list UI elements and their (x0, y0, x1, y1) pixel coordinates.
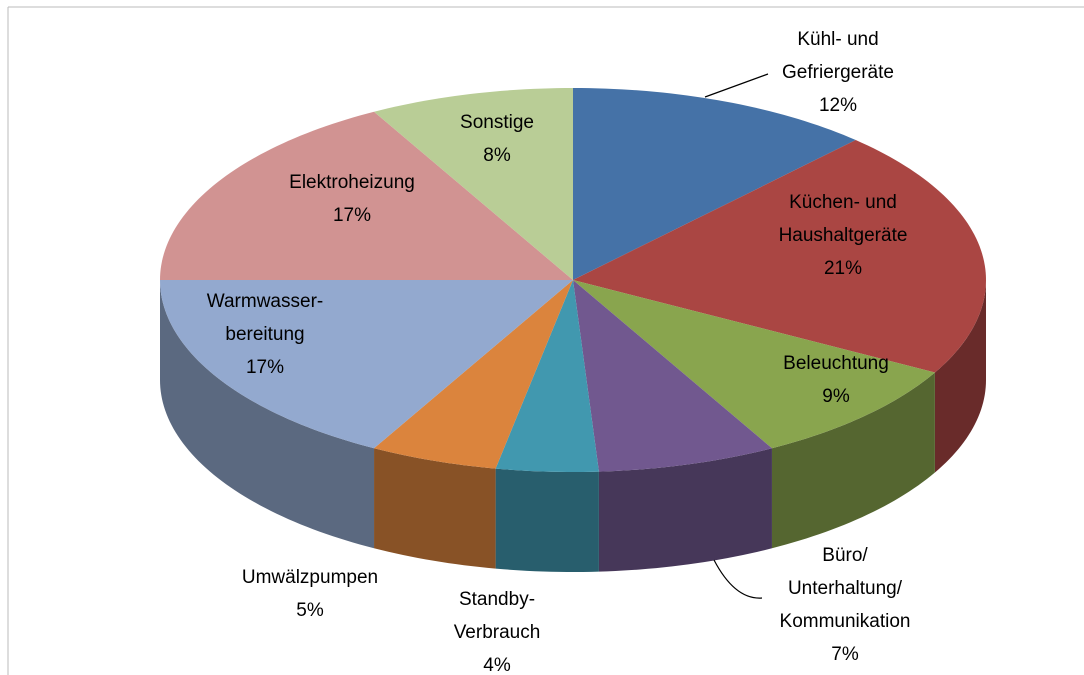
slice-side (771, 372, 935, 549)
value-label: 4% (483, 655, 511, 675)
slice (160, 111, 573, 280)
slice-side (495, 468, 599, 572)
slice (160, 280, 573, 449)
slice (573, 88, 856, 280)
category-label: Kühl- und Gefriergeräte (782, 29, 894, 83)
value-label: 17% (333, 205, 371, 226)
value-label: 17% (246, 357, 284, 378)
value-label: 9% (822, 386, 850, 407)
slice (374, 88, 573, 280)
leader-line (713, 559, 763, 599)
value-label: 21% (824, 258, 862, 279)
category-label: Warmwasser-bereitung (207, 291, 323, 345)
slice (573, 140, 986, 373)
category-label: Umwälzpumpen (242, 567, 378, 588)
slice-side (160, 280, 375, 549)
value-label: 7% (831, 644, 859, 665)
slice (573, 280, 772, 472)
slice (495, 280, 599, 472)
category-label: Küchen- und Haushaltgeräte (779, 192, 908, 246)
category-label: Standby-Verbrauch (454, 589, 541, 643)
slice-side (934, 280, 986, 473)
category-label: Büro/Unterhaltung/Kommunikation (780, 545, 911, 632)
value-label: 8% (483, 145, 511, 166)
slice-side (598, 448, 772, 572)
category-label: Beleuchtung (783, 353, 889, 374)
category-label: Sonstige (460, 112, 534, 133)
category-label: Elektroheizung (289, 172, 415, 193)
slice (374, 280, 573, 469)
value-label: 5% (296, 600, 324, 621)
value-label: 12% (819, 95, 857, 116)
slice (573, 280, 935, 449)
leader-line (704, 73, 769, 98)
slice-side (374, 448, 496, 569)
